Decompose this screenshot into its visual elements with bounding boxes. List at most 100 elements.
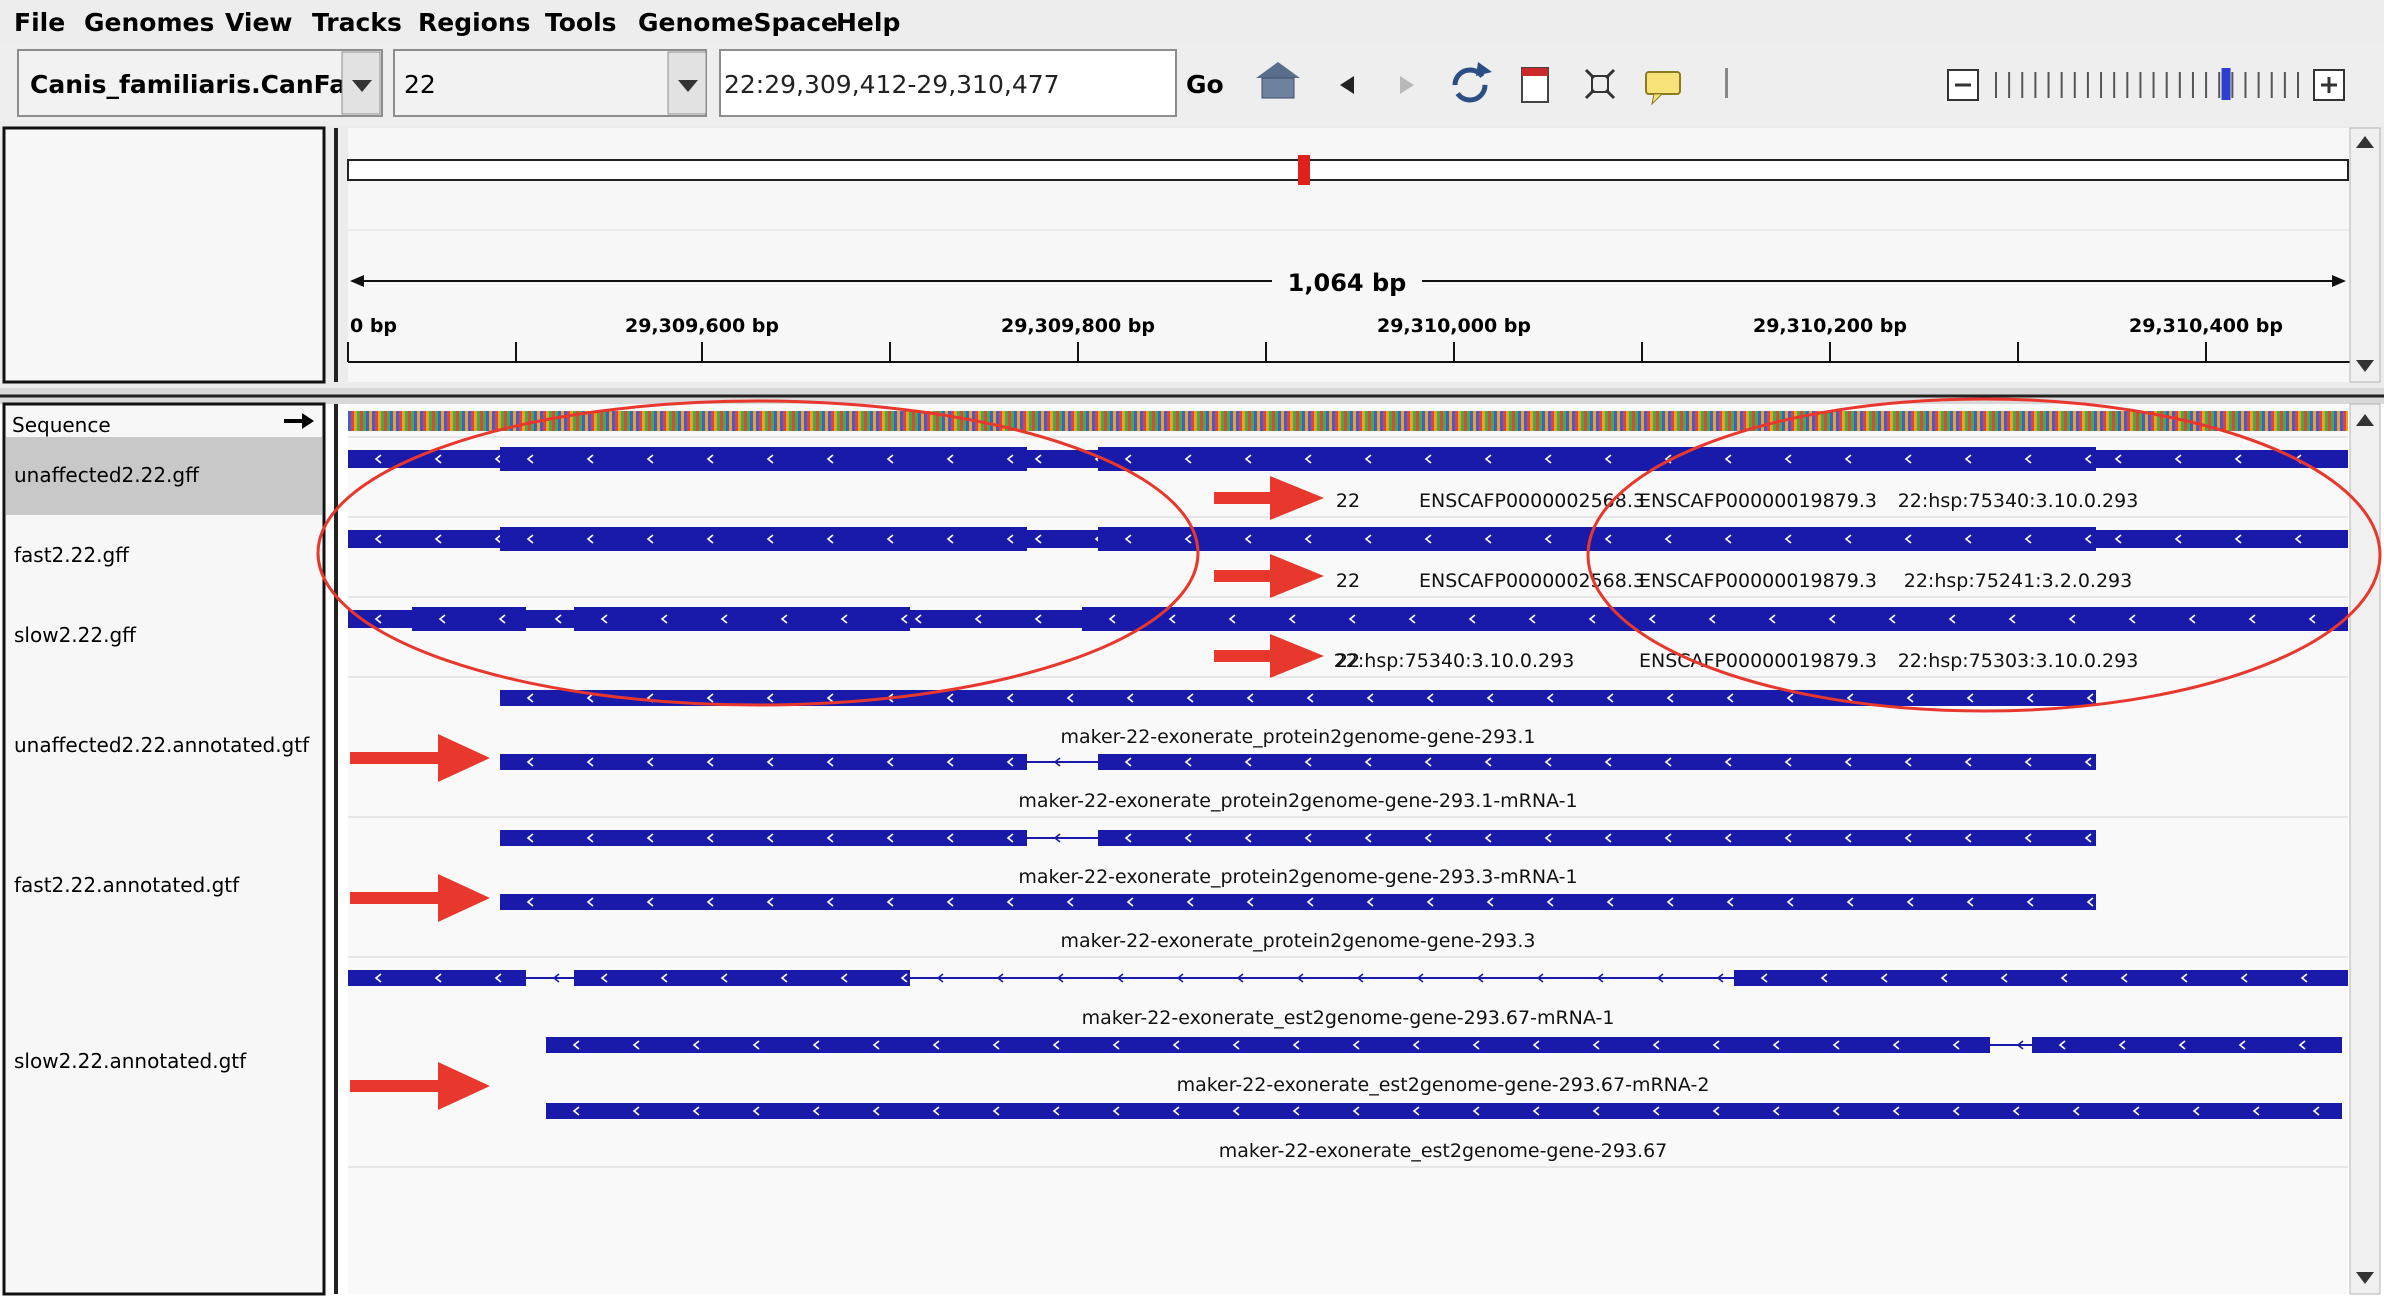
strand-chevron-icon xyxy=(2174,534,2182,544)
scroll-up-icon[interactable] xyxy=(2356,414,2374,426)
menu-genomes[interactable]: Genomes xyxy=(84,8,214,37)
strand-chevron-icon xyxy=(826,534,834,544)
transcript-exon[interactable] xyxy=(546,1103,2342,1119)
transcript-exon[interactable] xyxy=(546,1037,1990,1053)
transcript-exon[interactable] xyxy=(1734,970,2348,986)
feature-label: 22 xyxy=(1336,570,1360,592)
strand-chevron-icon xyxy=(826,693,834,703)
chevron-down-icon xyxy=(678,80,698,92)
strand-chevron-icon xyxy=(1784,454,1792,464)
strand-chevron-icon xyxy=(2086,897,2094,907)
strand-chevron-icon xyxy=(1124,757,1132,767)
strand-chevron-icon xyxy=(646,833,654,843)
feature-label: 22:hsp:75241:3.2.0.293 xyxy=(1904,570,2132,592)
header-scrollbar[interactable] xyxy=(2349,127,2381,383)
feature-exon[interactable] xyxy=(1098,527,2096,551)
locus-input[interactable] xyxy=(719,49,1177,117)
refresh-icon[interactable] xyxy=(1452,62,1492,103)
transcript-exon[interactable] xyxy=(2032,1037,2342,1053)
scroll-up-icon[interactable] xyxy=(2356,136,2374,148)
menu-tracks[interactable]: Tracks xyxy=(312,8,402,37)
strand-chevron-icon xyxy=(1426,897,1434,907)
strand-chevron-icon xyxy=(2058,1040,2066,1050)
transcript-exon[interactable] xyxy=(1098,830,2096,846)
track-name-fast-gtf[interactable]: fast2.22.annotated.gtf xyxy=(14,873,240,897)
go-button[interactable]: Go xyxy=(1186,70,1224,99)
transcript-exon[interactable] xyxy=(500,830,1027,846)
strand-chevron-icon xyxy=(706,897,714,907)
strand-chevron-icon xyxy=(2000,973,2008,983)
scroll-down-icon[interactable] xyxy=(2356,360,2374,372)
popup-info-icon[interactable] xyxy=(1645,71,1681,106)
forward-icon[interactable] xyxy=(1400,76,1414,94)
strand-chevron-icon xyxy=(2024,833,2032,843)
menu-genomespace[interactable]: GenomeSpace xyxy=(638,8,838,37)
strand-chevron-icon xyxy=(886,454,894,464)
zoom-slider-thumb[interactable] xyxy=(2221,68,2231,100)
feature-exon[interactable] xyxy=(1098,447,2096,471)
transcript-exon[interactable] xyxy=(1098,754,2096,770)
menu-file[interactable]: File xyxy=(14,8,65,37)
transcript-exon[interactable] xyxy=(500,894,2096,910)
strand-chevron-icon xyxy=(1228,614,1236,624)
menu-tools[interactable]: Tools xyxy=(545,8,617,37)
feature-label: ENSCAFP00000019879.3 xyxy=(1639,650,1877,672)
back-icon[interactable] xyxy=(1340,76,1354,94)
zoom-slider[interactable] xyxy=(1995,72,2299,98)
zoom-out-icon[interactable] xyxy=(1947,69,1979,101)
track-name-unaffected-gff[interactable]: unaffected2.22.gff xyxy=(14,463,200,487)
chromosome-ideogram[interactable] xyxy=(347,159,2349,181)
strand-chevron-icon xyxy=(2240,973,2248,983)
strand-chevron-icon xyxy=(1592,1040,1600,1050)
track-name-slow-gtf[interactable]: slow2.22.annotated.gtf xyxy=(14,1049,247,1073)
strand-chevron-icon xyxy=(1904,757,1912,767)
feature-label: 22 xyxy=(1336,650,1360,672)
region-of-interest-icon[interactable] xyxy=(1521,67,1549,103)
strand-chevron-icon xyxy=(374,454,382,464)
chromosome-dropdown[interactable] xyxy=(393,49,707,117)
selected-track-highlight xyxy=(6,437,322,515)
strand-chevron-icon xyxy=(1246,693,1254,703)
strand-chevron-icon xyxy=(1112,1106,1120,1116)
chevron-down-icon xyxy=(352,80,372,92)
menu-regions[interactable]: Regions xyxy=(418,8,531,37)
strand-chevron-icon xyxy=(2248,614,2256,624)
feature-exon[interactable] xyxy=(1082,607,2348,631)
strand-chevron-icon xyxy=(1544,757,1552,767)
strand-chevron-icon xyxy=(1486,897,1494,907)
track-name-slow-gff[interactable]: slow2.22.gff xyxy=(14,623,137,647)
ruler-tick-label: 0 bp xyxy=(350,315,397,337)
sequence-track[interactable] xyxy=(348,411,2348,431)
strand-chevron-icon xyxy=(1666,693,1674,703)
track-name-sequence[interactable]: Sequence xyxy=(12,413,111,437)
strand-chevron-icon xyxy=(526,833,534,843)
track-name-fast-gff[interactable]: fast2.22.gff xyxy=(14,543,130,567)
transcript-exon[interactable] xyxy=(500,754,1027,770)
sequence-strand-arrow-icon[interactable] xyxy=(284,413,314,429)
feature-label: ENSCAFP00000019879.3 xyxy=(1639,490,1877,512)
strand-chevron-icon xyxy=(1006,454,1014,464)
feature-layer[interactable] xyxy=(348,447,2348,1119)
strand-chevron-icon xyxy=(1053,833,1061,843)
strand-chevron-icon xyxy=(936,973,944,983)
transcript-exon[interactable] xyxy=(500,690,2096,706)
strand-chevron-icon xyxy=(1652,1106,1660,1116)
strand-chevron-icon xyxy=(946,897,954,907)
menu-help[interactable]: Help xyxy=(836,8,900,37)
strand-chevron-icon xyxy=(1772,1106,1780,1116)
strand-chevron-icon xyxy=(692,1106,700,1116)
genome-dropdown[interactable] xyxy=(17,49,383,117)
fit-window-icon[interactable] xyxy=(1584,68,1616,100)
strand-chevron-icon xyxy=(1784,757,1792,767)
feature-exon[interactable] xyxy=(412,607,526,631)
strand-chevron-icon xyxy=(1186,693,1194,703)
zoom-in-icon[interactable] xyxy=(2313,69,2345,101)
menu-view[interactable]: View xyxy=(225,8,293,37)
home-icon[interactable] xyxy=(1256,62,1300,99)
track-name-unaffected-gtf[interactable]: unaffected2.22.annotated.gtf xyxy=(14,733,310,757)
transcript-exon[interactable] xyxy=(574,970,910,986)
scroll-down-icon[interactable] xyxy=(2356,1272,2374,1284)
data-scrollbar[interactable] xyxy=(2349,403,2381,1295)
feature-exon[interactable] xyxy=(574,607,910,631)
